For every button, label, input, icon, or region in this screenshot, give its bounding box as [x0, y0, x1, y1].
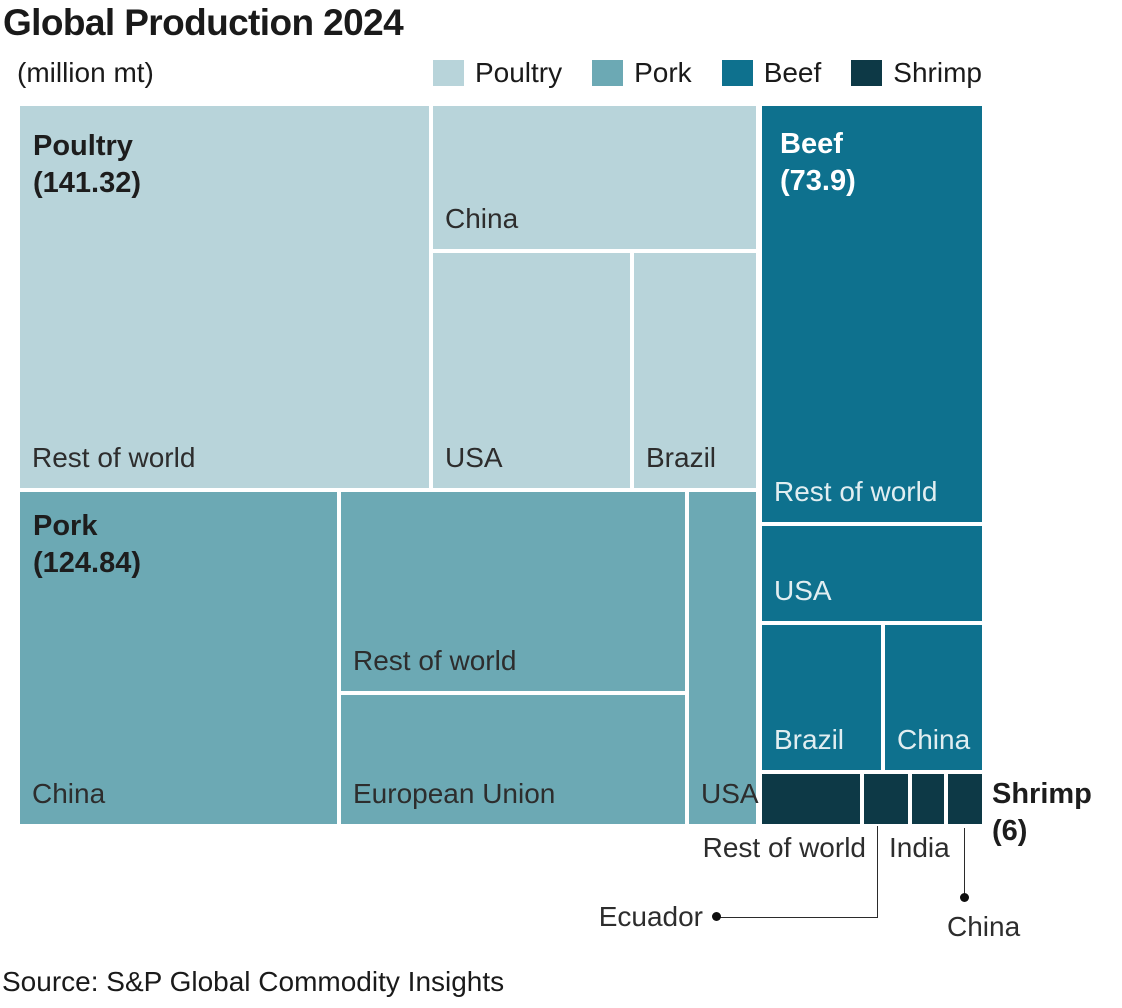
category-title-pork: Pork (124.84) [33, 508, 141, 582]
ecuador-leader-line [718, 826, 878, 918]
node-label: China [897, 724, 971, 756]
node-beef-china: China [885, 625, 982, 770]
unit-label: (million mt) [17, 57, 154, 88]
legend-label: Pork [634, 57, 692, 88]
category-name: Poultry [33, 130, 133, 162]
legend-swatch-beef [721, 60, 753, 86]
category-title-poultry: Poultry (141.32) [33, 128, 141, 202]
legend-item-beef: Beef [721, 57, 822, 89]
node-beef-brazil: Brazil [762, 625, 881, 770]
category-total: (141.32) [33, 167, 142, 199]
node-poultry-brazil: Brazil [634, 253, 756, 488]
category-name: Pork [33, 510, 98, 542]
shrimp-label-china: China [947, 911, 1021, 942]
legend-swatch-pork [592, 60, 624, 86]
legend-swatch-shrimp [851, 60, 883, 86]
node-label: Rest of world [774, 476, 938, 508]
legend: Poultry Pork Beef Shrimp [432, 57, 982, 89]
legend-swatch-poultry [432, 60, 464, 86]
node-shrimp-india [912, 774, 944, 824]
node-poultry-rest-of-world: Rest of world [20, 106, 429, 488]
node-label: Brazil [646, 442, 717, 474]
category-title-beef: Beef (73.9) [780, 126, 856, 200]
node-label: China [445, 203, 519, 235]
category-name: Beef [780, 128, 843, 160]
node-label: Brazil [774, 724, 845, 756]
node-label: USA [701, 778, 759, 810]
category-total: (6) [992, 815, 1028, 847]
source-credit: Source: S&P Global Commodity Insights [2, 966, 505, 997]
shrimp-label-ecuador: Ecuador [598, 901, 703, 932]
node-pork-usa: USA [689, 492, 759, 824]
node-poultry-china: China [433, 106, 756, 249]
legend-label: Beef [763, 57, 822, 88]
legend-item-pork: Pork [592, 57, 692, 89]
node-beef-rest-of-world: Rest of world [762, 106, 982, 522]
category-title-shrimp: Shrimp (6) [992, 776, 1092, 850]
node-label: China [32, 778, 106, 810]
page-title: Global Production 2024 [3, 2, 404, 43]
node-shrimp-china [948, 774, 982, 824]
legend-label: Poultry [474, 57, 563, 88]
legend-item-shrimp: Shrimp [851, 57, 982, 89]
node-label: USA [445, 442, 503, 474]
node-pork-china: China [20, 492, 337, 824]
node-label: Rest of world [32, 442, 196, 474]
legend-item-poultry: Poultry [432, 57, 563, 89]
china-leader-line [964, 828, 965, 894]
node-poultry-usa: USA [433, 253, 630, 488]
category-name: Shrimp [992, 778, 1092, 810]
shrimp-label-india: India [889, 832, 950, 863]
node-shrimp-ecuador [864, 774, 908, 824]
node-shrimp-rest-of-world [762, 774, 860, 824]
node-beef-usa: USA [762, 526, 982, 621]
node-label: Rest of world [353, 645, 517, 677]
category-total: (124.84) [33, 547, 142, 579]
legend-label: Shrimp [893, 57, 982, 88]
china-leader-dot [960, 893, 969, 902]
ecuador-leader-dot [712, 912, 721, 921]
node-pork-european-union: European Union [341, 695, 685, 824]
shrimp-label-rest-of-world: Rest of world [702, 832, 866, 863]
node-label: European Union [353, 778, 556, 810]
category-total: (73.9) [780, 165, 856, 197]
node-pork-rest-of-world: Rest of world [341, 492, 685, 691]
node-label: USA [774, 575, 832, 607]
